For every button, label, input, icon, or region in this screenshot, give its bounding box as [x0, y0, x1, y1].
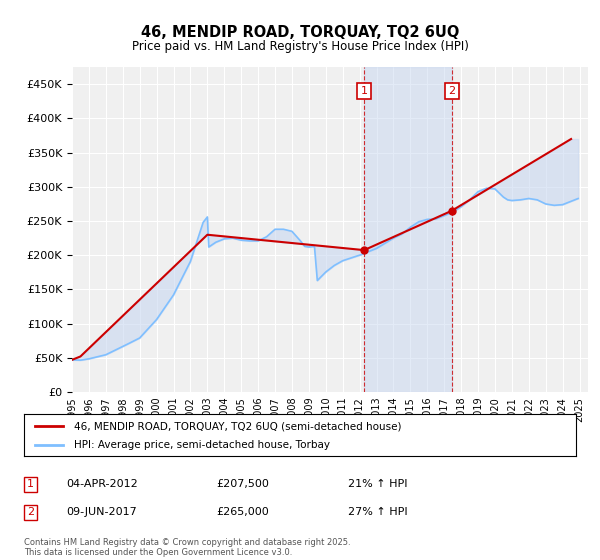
Text: 2: 2 [448, 86, 455, 96]
Text: HPI: Average price, semi-detached house, Torbay: HPI: Average price, semi-detached house,… [74, 440, 329, 450]
Text: 46, MENDIP ROAD, TORQUAY, TQ2 6UQ: 46, MENDIP ROAD, TORQUAY, TQ2 6UQ [141, 25, 459, 40]
Text: £265,000: £265,000 [216, 507, 269, 517]
Text: Price paid vs. HM Land Registry's House Price Index (HPI): Price paid vs. HM Land Registry's House … [131, 40, 469, 53]
Bar [364, 67, 452, 392]
Text: 1: 1 [361, 86, 368, 96]
Text: Contains HM Land Registry data © Crown copyright and database right 2025.
This d: Contains HM Land Registry data © Crown c… [24, 538, 350, 557]
Text: 2: 2 [27, 507, 34, 517]
Text: 21% ↑ HPI: 21% ↑ HPI [348, 479, 407, 489]
Text: 09-JUN-2017: 09-JUN-2017 [66, 507, 137, 517]
Text: 1: 1 [27, 479, 34, 489]
Text: 46, MENDIP ROAD, TORQUAY, TQ2 6UQ (semi-detached house): 46, MENDIP ROAD, TORQUAY, TQ2 6UQ (semi-… [74, 421, 401, 431]
Text: £207,500: £207,500 [216, 479, 269, 489]
Text: 27% ↑ HPI: 27% ↑ HPI [348, 507, 407, 517]
Text: 04-APR-2012: 04-APR-2012 [66, 479, 138, 489]
